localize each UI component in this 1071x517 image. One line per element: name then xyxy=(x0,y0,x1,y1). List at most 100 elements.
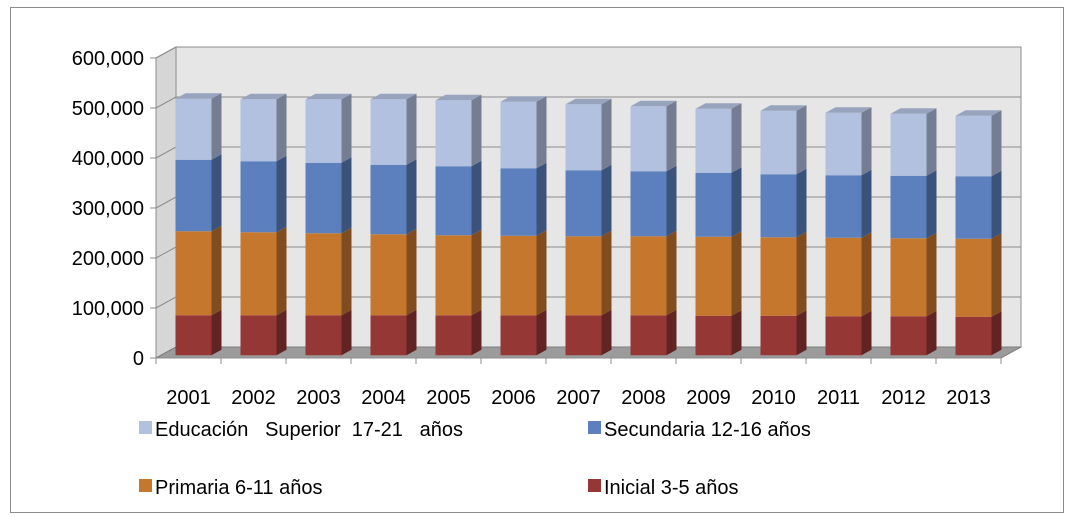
legend-swatch xyxy=(139,479,152,492)
bar-2001-secundaria-12-16-a-os xyxy=(175,159,212,232)
bar-side-2013-primaria-6-11-a-os xyxy=(991,233,1002,317)
bar-side-2009-educaci-n-superior-17-21-a-os xyxy=(731,103,742,173)
bar-top-2001 xyxy=(175,93,222,99)
legend-label: Primaria 6-11 años xyxy=(155,477,322,499)
bar-2004-educaci-n-superior-17-21-a-os xyxy=(370,99,407,165)
bar-side-2002-inicial-3-5-a-os xyxy=(276,309,287,356)
y-tick-label: 200,000 xyxy=(72,248,144,270)
legend-swatch xyxy=(139,421,152,434)
legend-label: Inicial 3-5 años xyxy=(604,477,739,499)
legend-swatch xyxy=(588,479,601,492)
bar-2003-secundaria-12-16-a-os xyxy=(305,162,342,234)
bar-2013-secundaria-12-16-a-os xyxy=(955,176,992,239)
bar-side-2012-secundaria-12-16-a-os xyxy=(926,170,937,239)
x-tick-label: 2010 xyxy=(751,387,796,409)
bar-top-2009 xyxy=(695,103,742,109)
x-tick-label: 2005 xyxy=(426,387,471,409)
bar-2002-primaria-6-11-a-os xyxy=(240,232,277,316)
bar-side-2004-primaria-6-11-a-os xyxy=(406,228,417,316)
x-tick-label: 2012 xyxy=(881,387,926,409)
bar-2005-educaci-n-superior-17-21-a-os xyxy=(435,100,472,167)
bar-side-2001-inicial-3-5-a-os xyxy=(211,309,222,356)
bar-2011-secundaria-12-16-a-os xyxy=(825,175,862,238)
bar-2007-primaria-6-11-a-os xyxy=(565,236,602,316)
chart-frame: 0 100,000 200,000 300,000 400,000 500,000 600,… xyxy=(10,7,1064,513)
bar-2007-inicial-3-5-a-os xyxy=(565,315,602,356)
bar-side-2007-inicial-3-5-a-os xyxy=(601,309,612,356)
bar-2003-educaci-n-superior-17-21-a-os xyxy=(305,99,342,163)
bar-2001-primaria-6-11-a-os xyxy=(175,231,212,316)
bar-2002-secundaria-12-16-a-os xyxy=(240,161,277,233)
bar-side-2011-primaria-6-11-a-os xyxy=(861,232,872,317)
bar-top-2004 xyxy=(370,93,417,100)
bar-side-2005-secundaria-12-16-a-os xyxy=(471,160,482,236)
bar-side-2006-inicial-3-5-a-os xyxy=(536,309,547,356)
bar-side-2006-educaci-n-superior-17-21-a-os xyxy=(536,96,547,169)
bar-side-2009-inicial-3-5-a-os xyxy=(731,310,742,356)
bar-side-2012-inicial-3-5-a-os xyxy=(926,310,937,356)
bar-2009-primaria-6-11-a-os xyxy=(695,236,732,316)
bar-2009-inicial-3-5-a-os xyxy=(695,315,732,356)
bar-2001-educaci-n-superior-17-21-a-os xyxy=(175,98,212,160)
bar-2006-primaria-6-11-a-os xyxy=(500,235,537,316)
bar-2012-secundaria-12-16-a-os xyxy=(890,175,927,239)
bar-top-2010 xyxy=(760,105,807,111)
bar-side-2006-primaria-6-11-a-os xyxy=(536,230,547,316)
bar-2011-primaria-6-11-a-os xyxy=(825,237,862,317)
bar-2008-primaria-6-11-a-os xyxy=(630,236,667,316)
bar-2010-inicial-3-5-a-os xyxy=(760,315,797,356)
bar-2013-educaci-n-superior-17-21-a-os xyxy=(955,115,992,177)
bar-side-2004-secundaria-12-16-a-os xyxy=(406,159,417,235)
axes: 0 100,000 200,000 300,000 400,000 500,000 600,… xyxy=(72,48,1002,409)
bar-side-2008-primaria-6-11-a-os xyxy=(666,230,677,316)
bar-2006-educaci-n-superior-17-21-a-os xyxy=(500,101,537,169)
bar-side-2013-secundaria-12-16-a-os xyxy=(991,170,1002,239)
bar-top-2011 xyxy=(825,107,872,113)
bar-side-2010-educaci-n-superior-17-21-a-os xyxy=(796,105,807,175)
bar-2005-secundaria-12-16-a-os xyxy=(435,166,472,236)
bar-top-2005 xyxy=(435,94,482,101)
bar-side-2012-primaria-6-11-a-os xyxy=(926,232,937,317)
bar-2011-inicial-3-5-a-os xyxy=(825,316,862,356)
bar-2004-primaria-6-11-a-os xyxy=(370,234,407,316)
bar-side-2008-inicial-3-5-a-os xyxy=(666,309,677,356)
bar-2006-secundaria-12-16-a-os xyxy=(500,168,537,236)
bar-side-2013-inicial-3-5-a-os xyxy=(991,311,1002,356)
bar-side-2001-educaci-n-superior-17-21-a-os xyxy=(211,93,222,160)
bar-side-2011-secundaria-12-16-a-os xyxy=(861,169,872,238)
bar-side-2007-secundaria-12-16-a-os xyxy=(601,164,612,237)
bar-side-2001-secundaria-12-16-a-os xyxy=(211,154,222,232)
bar-side-2002-secundaria-12-16-a-os xyxy=(276,155,287,233)
bar-2012-educaci-n-superior-17-21-a-os xyxy=(890,113,927,176)
bar-2004-inicial-3-5-a-os xyxy=(370,315,407,356)
legend-label: Educación Superior 17-21 años xyxy=(155,419,463,441)
bar-2001-inicial-3-5-a-os xyxy=(175,315,212,356)
x-tick-label: 2008 xyxy=(621,387,666,409)
bar-side-2008-secundaria-12-16-a-os xyxy=(666,165,677,237)
x-tick-label: 2004 xyxy=(361,387,406,409)
y-tick-label: 100,000 xyxy=(72,298,144,320)
bar-side-2005-inicial-3-5-a-os xyxy=(471,309,482,356)
x-tick-label: 2011 xyxy=(817,387,860,409)
bar-2008-secundaria-12-16-a-os xyxy=(630,171,667,237)
bar-side-2003-inicial-3-5-a-os xyxy=(341,309,352,356)
bar-side-2002-primaria-6-11-a-os xyxy=(276,226,287,316)
bar-2004-secundaria-12-16-a-os xyxy=(370,164,407,235)
bar-2010-primaria-6-11-a-os xyxy=(760,237,797,316)
bar-side-2005-primaria-6-11-a-os xyxy=(471,229,482,316)
bar-2010-educaci-n-superior-17-21-a-os xyxy=(760,110,797,175)
bar-2006-inicial-3-5-a-os xyxy=(500,315,537,356)
y-tick-label: 600,000 xyxy=(72,48,144,70)
bar-2002-educaci-n-superior-17-21-a-os xyxy=(240,99,277,162)
bar-top-2012 xyxy=(890,108,937,114)
bar-2007-educaci-n-superior-17-21-a-os xyxy=(565,104,602,171)
y-tick-label: 400,000 xyxy=(72,148,144,170)
bar-2008-inicial-3-5-a-os xyxy=(630,315,667,356)
bar-side-2001-primaria-6-11-a-os xyxy=(211,225,222,316)
bar-2013-primaria-6-11-a-os xyxy=(955,238,992,317)
bar-2005-primaria-6-11-a-os xyxy=(435,235,472,316)
legend-label: Secundaria 12-16 años xyxy=(604,419,811,441)
bar-2012-inicial-3-5-a-os xyxy=(890,316,927,356)
bar-side-2013-educaci-n-superior-17-21-a-os xyxy=(991,110,1002,177)
bar-side-2006-secundaria-12-16-a-os xyxy=(536,162,547,236)
